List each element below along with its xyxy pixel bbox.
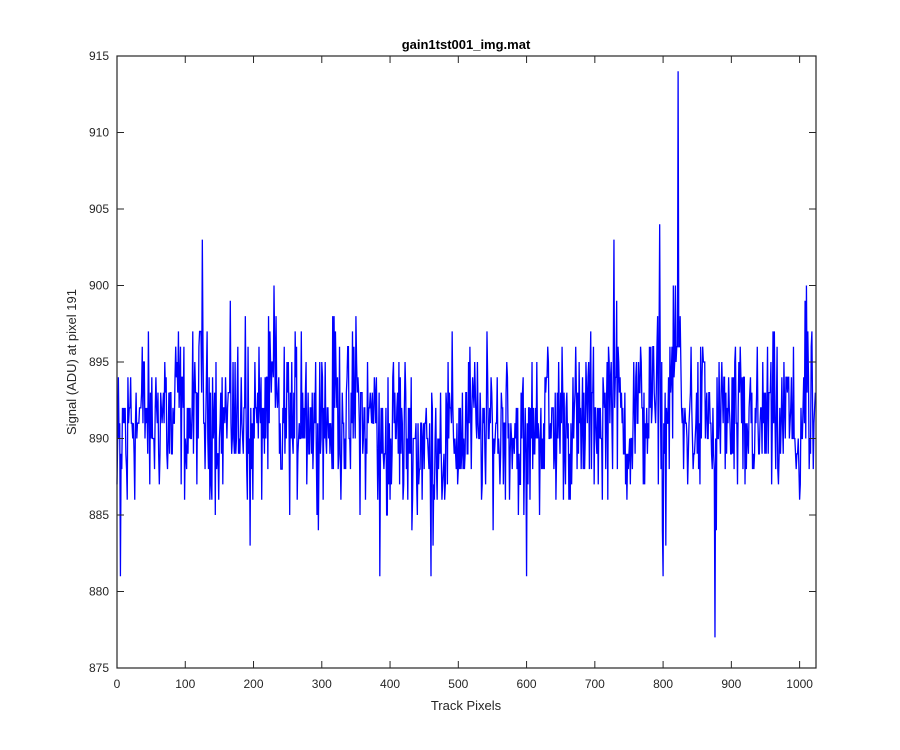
chart-title: gain1tst001_img.mat	[402, 37, 531, 52]
y-tick-label: 915	[89, 49, 109, 63]
y-tick-label: 910	[89, 126, 109, 140]
x-tick-label: 1000	[786, 677, 813, 691]
x-tick-label: 500	[448, 677, 468, 691]
series-line	[116, 71, 816, 638]
x-tick-label: 300	[312, 677, 332, 691]
x-tick-label: 200	[244, 677, 264, 691]
x-tick-label: 800	[653, 677, 673, 691]
x-tick-label: 0	[114, 677, 121, 691]
x-tick-label: 400	[380, 677, 400, 691]
plot-area	[117, 56, 816, 668]
x-axis-label: Track Pixels	[431, 698, 502, 713]
x-tick-label: 900	[721, 677, 741, 691]
y-tick-label: 880	[89, 585, 109, 599]
data-layer	[116, 71, 816, 638]
axes-layer: 0 100 200 300 400 500 600 700 800 900 1000 875 880 88…	[89, 49, 817, 691]
y-tick-label: 885	[89, 508, 109, 522]
x-tick-label: 600	[517, 677, 537, 691]
y-tick-label: 875	[89, 661, 109, 675]
y-tick-label: 900	[89, 279, 109, 293]
y-axis-label: Signal (ADU) at pixel 191	[64, 289, 79, 435]
x-tick-label: 100	[175, 677, 195, 691]
y-tick-label: 895	[89, 355, 109, 369]
x-tick-label: 700	[585, 677, 605, 691]
y-tick-label: 890	[89, 432, 109, 446]
y-tick-label: 905	[89, 202, 109, 216]
